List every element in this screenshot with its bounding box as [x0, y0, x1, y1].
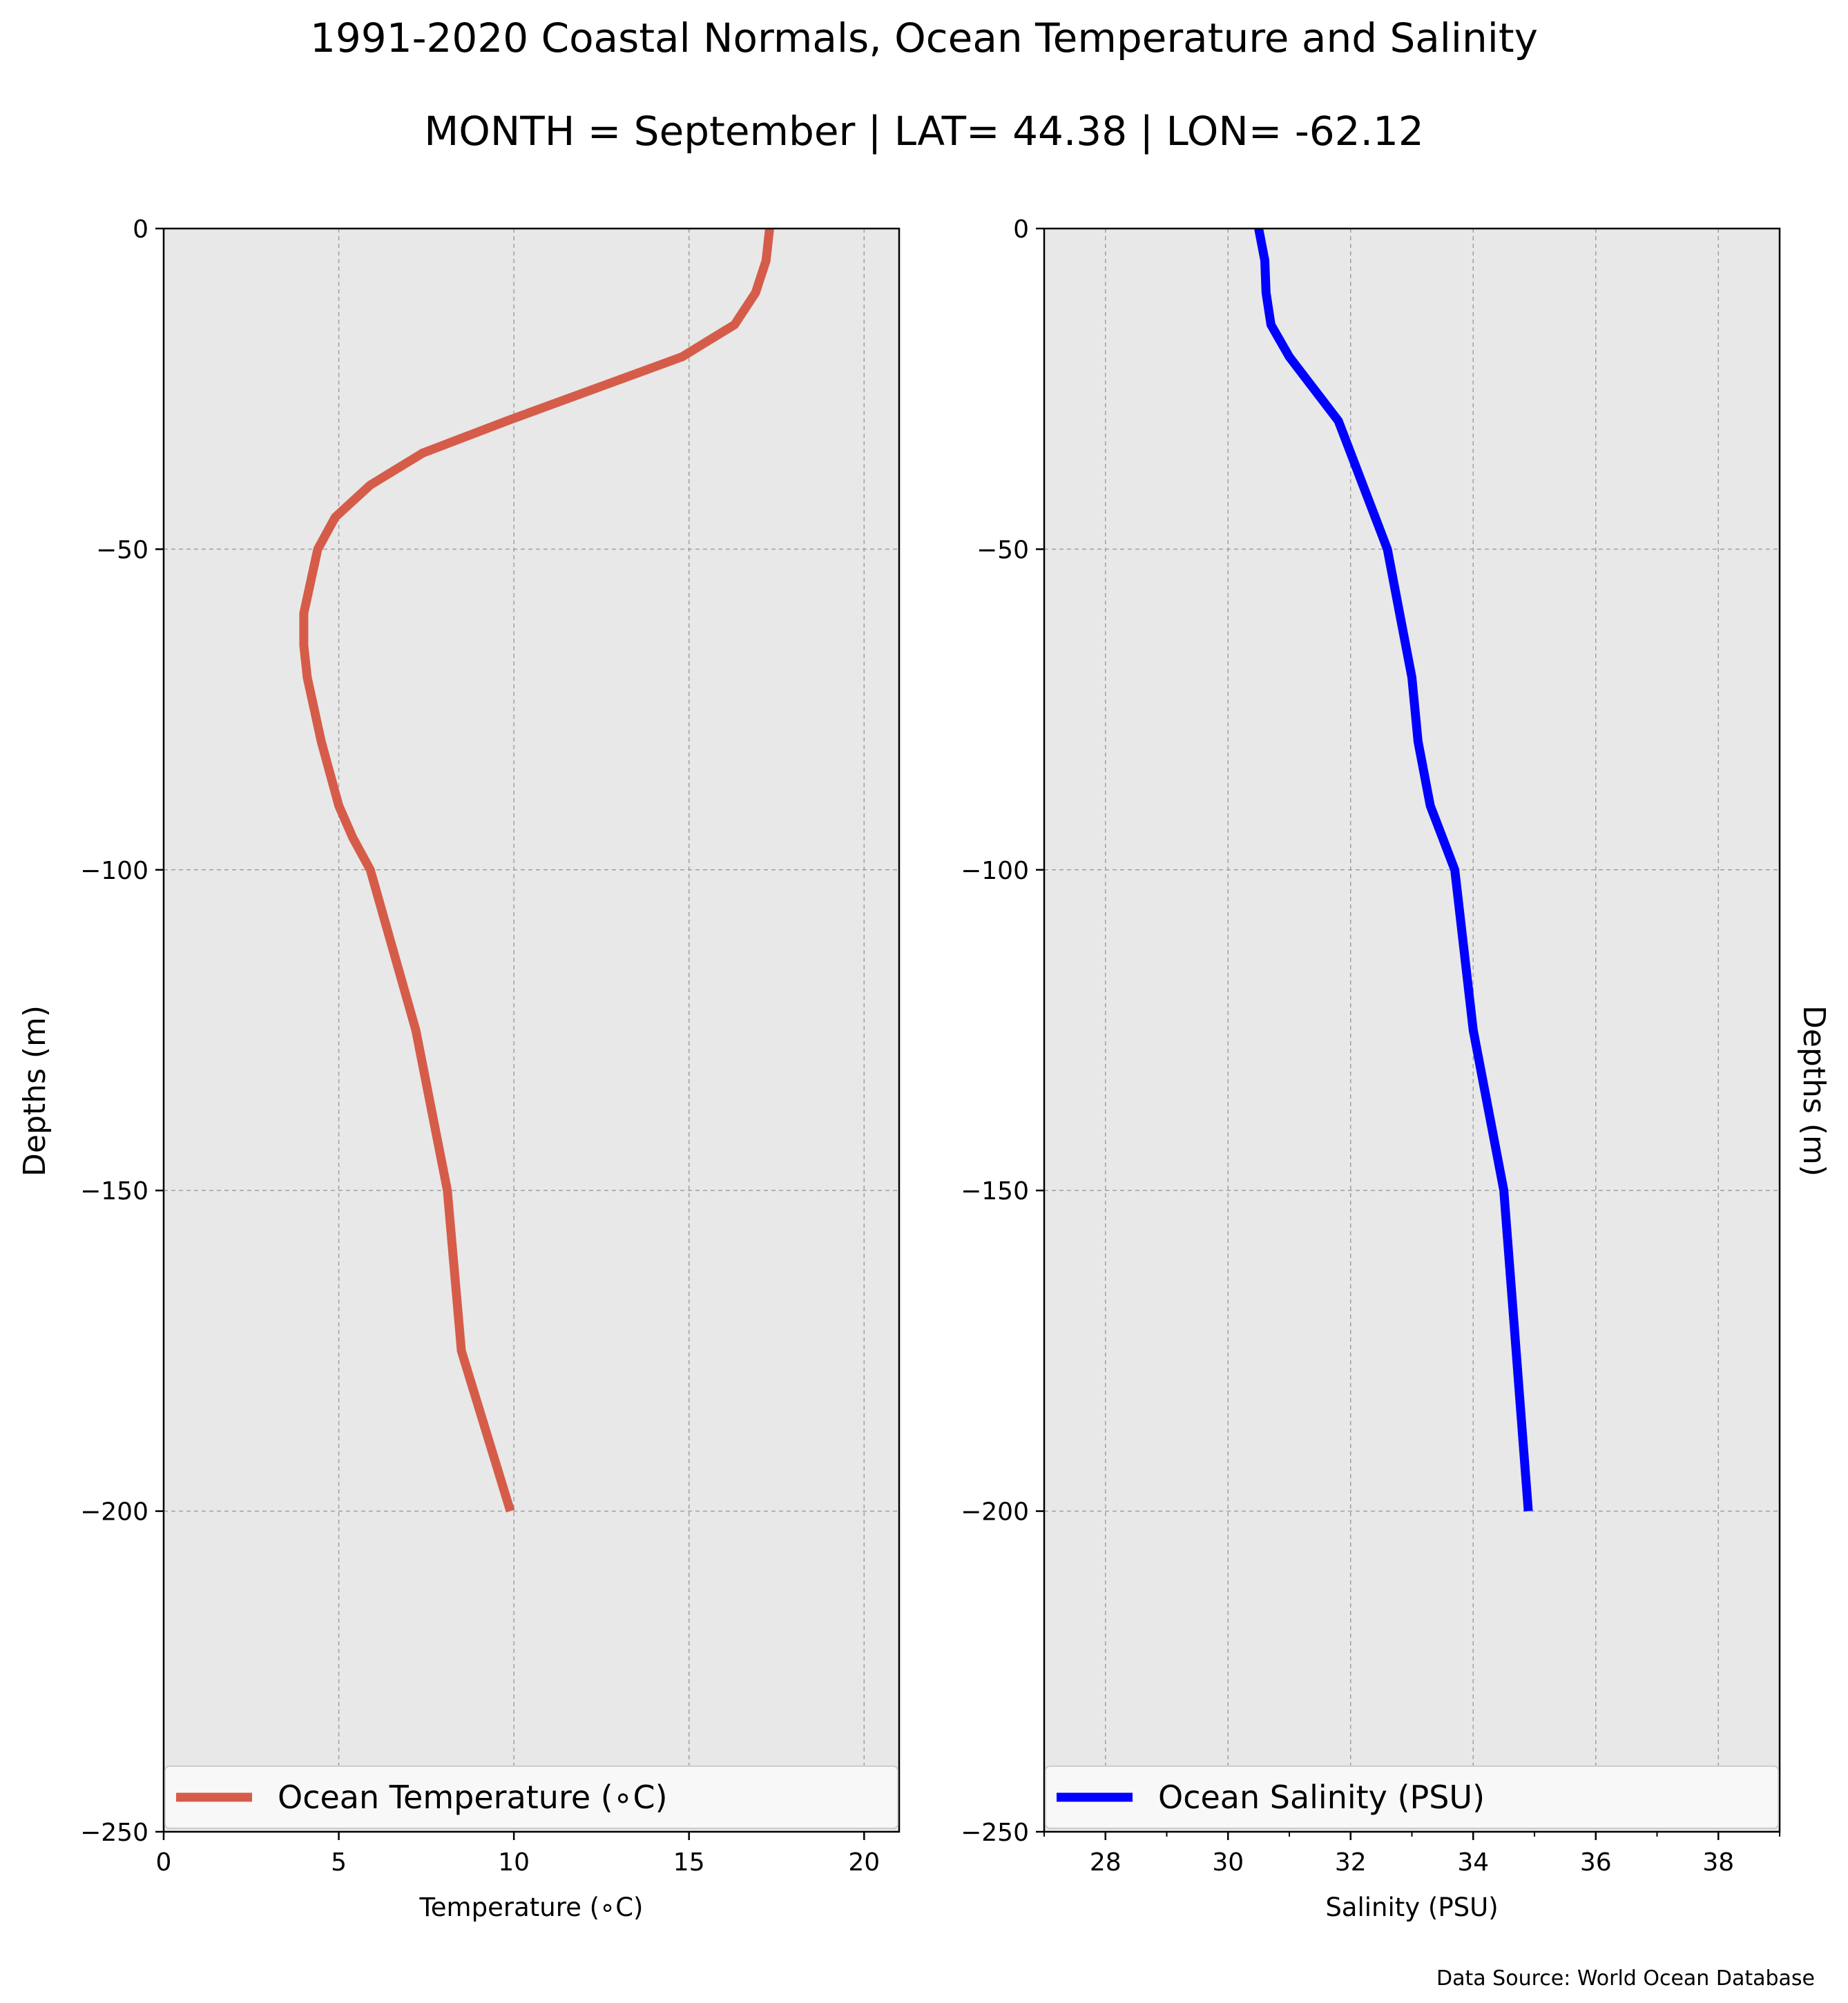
- chart-title: 1991-2020 Coastal Normals, Ocean Tempera…: [310, 14, 1538, 61]
- legend-label: Ocean Salinity (PSU): [1158, 1779, 1485, 1816]
- chart-subtitle: MONTH = September | LAT= 44.38 | LON= -6…: [424, 108, 1424, 155]
- legend-box: [164, 1765, 898, 1829]
- x-axis-label: Salinity (PSU): [1325, 1893, 1498, 1922]
- x-tick-label: 32: [1335, 1848, 1367, 1877]
- plot-area: [164, 229, 899, 1832]
- x-tick-label: 20: [848, 1848, 880, 1877]
- x-tick-label: 34: [1457, 1848, 1489, 1877]
- series-line-salinity: [1254, 227, 1533, 1512]
- y-tick-label: −50: [96, 536, 148, 564]
- x-axis-label: Temperature (∘C): [418, 1893, 643, 1922]
- y-tick-label: 0: [133, 215, 148, 244]
- series-line-temperature: [299, 228, 774, 1513]
- y-tick-label: −150: [961, 1177, 1029, 1206]
- y-tick-label: −200: [961, 1498, 1029, 1527]
- x-tick-label: 5: [331, 1848, 347, 1877]
- y-tick-label: −100: [961, 857, 1029, 885]
- right-y-axis-label: Depths (m): [1796, 1005, 1831, 1177]
- data-source-note: Data Source: World Ocean Database: [1436, 1966, 1815, 1991]
- y-tick-label: −200: [80, 1498, 148, 1527]
- left-y-axis-label: Depths (m): [17, 1005, 52, 1177]
- temperature-panel: 0 5 10 15 20 0 −50 −100 −150 −200 −250 Temperature …: [80, 215, 901, 1922]
- x-tick-label: 30: [1212, 1848, 1244, 1877]
- x-tick-label: 10: [498, 1848, 530, 1877]
- y-tick-label: −50: [976, 536, 1029, 564]
- x-tick-label: 38: [1702, 1848, 1734, 1877]
- y-tick-label: −100: [80, 857, 148, 885]
- plot-area: [1044, 229, 1780, 1832]
- legend-label: Ocean Temperature (∘C): [278, 1779, 668, 1816]
- y-tick-label: −250: [961, 1819, 1029, 1847]
- legend-box: [1045, 1765, 1779, 1829]
- salinity-panel: 28 30 32 34 36 38 0 −50 −100 −150 −200 −250 Salinity…: [961, 215, 1781, 1922]
- y-tick-label: −150: [80, 1177, 148, 1206]
- x-tick-label: 28: [1090, 1848, 1122, 1877]
- y-tick-label: 0: [1013, 215, 1029, 244]
- axes-frame: [162, 227, 901, 1833]
- y-tick-label: −250: [80, 1819, 148, 1847]
- x-tick-label: 36: [1580, 1848, 1612, 1877]
- x-tick-label: 0: [156, 1848, 172, 1877]
- x-tick-label: 15: [673, 1848, 705, 1877]
